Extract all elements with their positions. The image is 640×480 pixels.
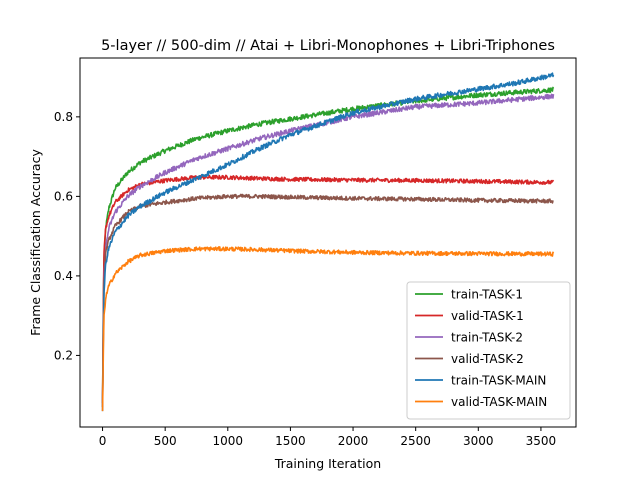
series-line-train-task-1 — [101, 86, 555, 404]
x-tick-label: 500 — [154, 434, 177, 448]
legend: train-TASK-1 valid-TASK-1 train-TASK-2 vali… — [406, 281, 571, 420]
series-line-train-task-main — [101, 72, 555, 412]
legend-entry: valid-TASK-MAIN — [451, 395, 547, 409]
legend-entry: train-TASK-2 — [451, 331, 523, 345]
legend-entry: valid-TASK-2 — [451, 352, 524, 366]
x-tick-label: 0 — [99, 434, 107, 448]
chart-title: 5-layer // 500-dim // Atai + Libri-Monop… — [101, 38, 555, 54]
legend-entry: valid-TASK-1 — [451, 309, 524, 323]
x-tick-label: 2500 — [400, 434, 431, 448]
y-tick-label: 0.6 — [54, 189, 73, 203]
x-tick-label: 2000 — [338, 434, 369, 448]
y-tick-label: 0.2 — [54, 348, 73, 362]
series-line-train-task-2 — [101, 93, 555, 408]
legend-entry: train-TASK-1 — [451, 288, 523, 302]
legend-entry: train-TASK-MAIN — [451, 374, 546, 388]
x-axis-label: Training Iteration — [274, 456, 381, 471]
series-line-valid-task-main — [101, 246, 555, 412]
legend-box — [406, 281, 571, 420]
plot-frame — [79, 57, 577, 428]
y-tick-label: 0.4 — [54, 269, 73, 283]
series-line-valid-task-2 — [101, 193, 554, 408]
x-tick-label: 3000 — [463, 434, 494, 448]
series-line-valid-task-1 — [101, 174, 555, 404]
x-tick-label: 1000 — [213, 434, 244, 448]
y-axis-label: Frame Classification Accuracy — [28, 149, 43, 336]
y-tick-label: 0.8 — [54, 110, 73, 124]
x-tick-label: 3500 — [526, 434, 557, 448]
x-tick-label: 1500 — [275, 434, 306, 448]
